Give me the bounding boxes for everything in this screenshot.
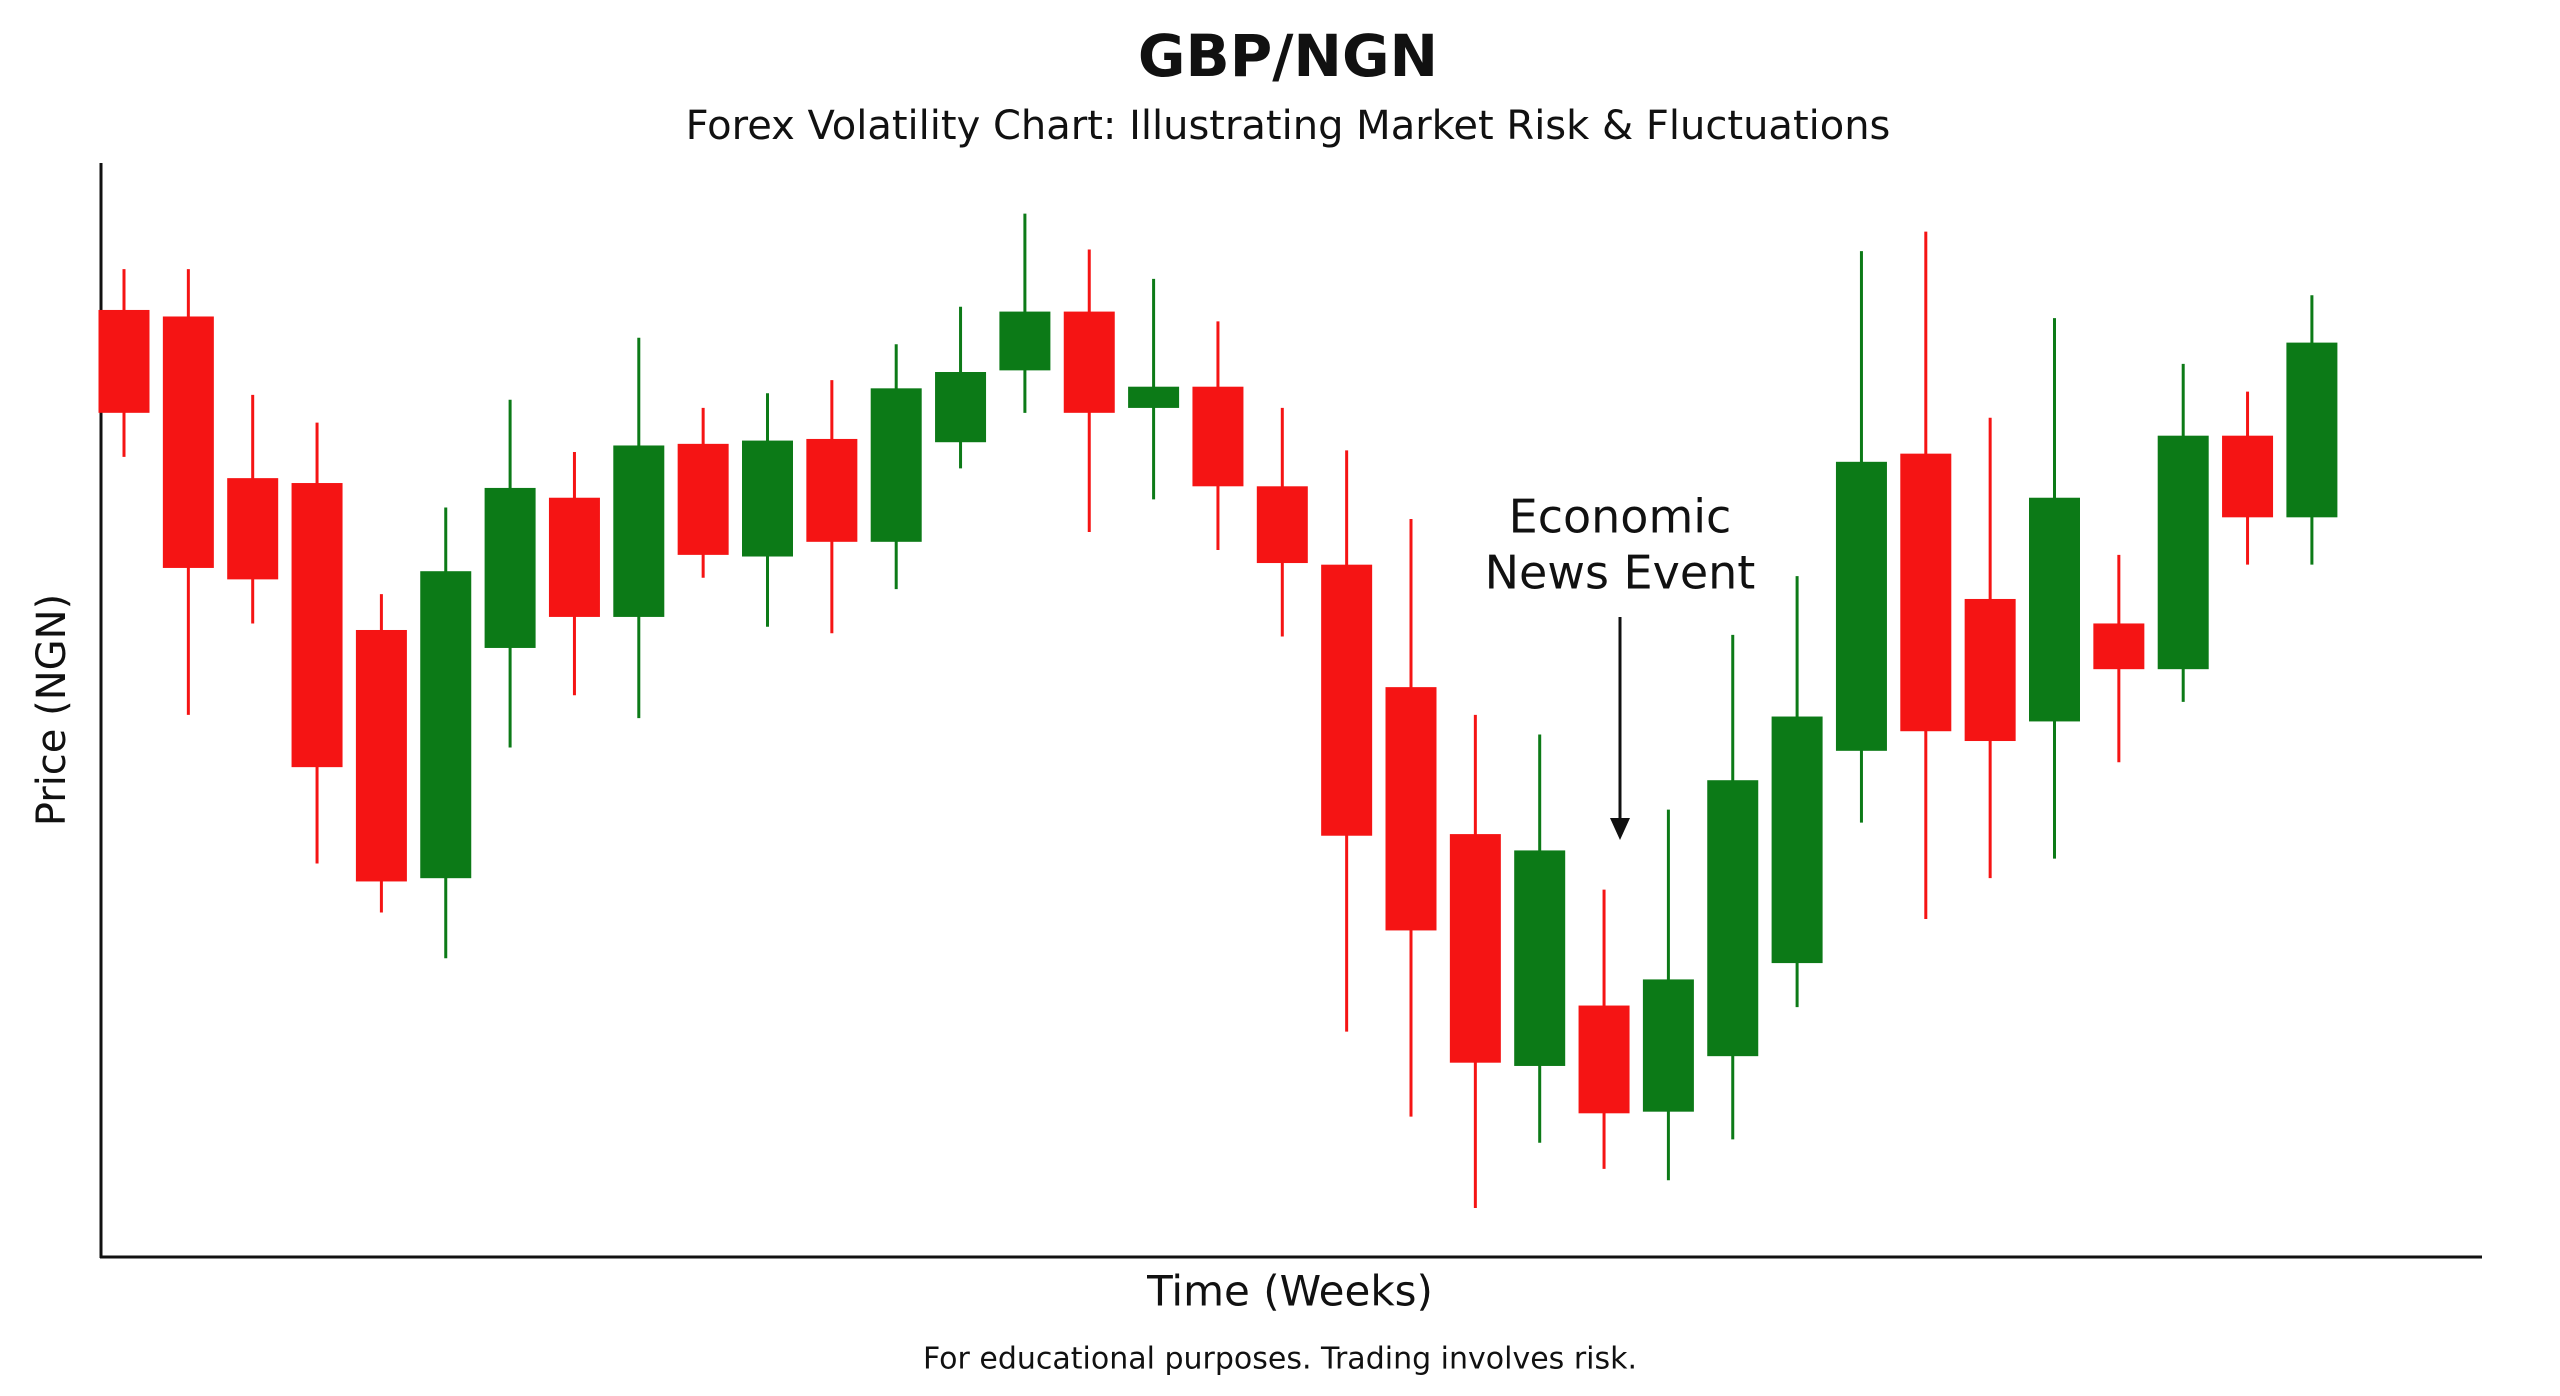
candle-body (935, 372, 987, 443)
candle-body (742, 440, 793, 557)
candle-body (1321, 564, 1373, 836)
candle-body (1964, 598, 2016, 742)
candle-body (1449, 834, 1501, 1063)
annotation-text: News Event (1485, 546, 1756, 600)
candle-body (1514, 850, 1566, 1066)
candle-body (1192, 386, 1244, 487)
candle-body (1128, 386, 1180, 408)
candle-body (2222, 435, 2274, 518)
candle-body (162, 316, 214, 568)
candle-body (1900, 453, 1952, 732)
candle-body (2286, 342, 2338, 518)
candle-body (1385, 687, 1437, 931)
candle-body (1771, 716, 1823, 964)
candle-body (548, 497, 600, 617)
chart-subtitle: Forex Volatility Chart: Illustrating Mar… (686, 103, 1891, 149)
candle-body (1707, 780, 1759, 1057)
candle-body (2093, 623, 2145, 670)
candle-body (999, 311, 1051, 371)
candle-body (870, 388, 922, 542)
candle-body (1835, 461, 1887, 751)
candle-body (98, 309, 150, 413)
x-axis-label: Time (Weeks) (1146, 1267, 1433, 1316)
candle-body (484, 487, 536, 648)
candle-body (1063, 311, 1115, 413)
candle-body (420, 571, 472, 879)
candle-body (227, 478, 279, 580)
candle-body (291, 483, 343, 768)
annotation-arrowhead (1610, 818, 1630, 840)
y-axis-label: Price (NGN) (29, 594, 75, 826)
annotation-text: Economic (1509, 490, 1732, 544)
candle-body (2157, 435, 2209, 670)
candle-body (1256, 486, 1308, 564)
candle-body (613, 445, 665, 617)
chart-title: GBP/NGN (1138, 22, 1438, 90)
candle-body (1578, 1005, 1630, 1114)
candle-body (2029, 497, 2080, 722)
footnote: For educational purposes. Trading involv… (923, 1342, 1637, 1377)
candle-body (355, 629, 407, 882)
candle-body (806, 438, 858, 542)
candle-body (1642, 979, 1694, 1112)
candle-body (677, 443, 729, 555)
